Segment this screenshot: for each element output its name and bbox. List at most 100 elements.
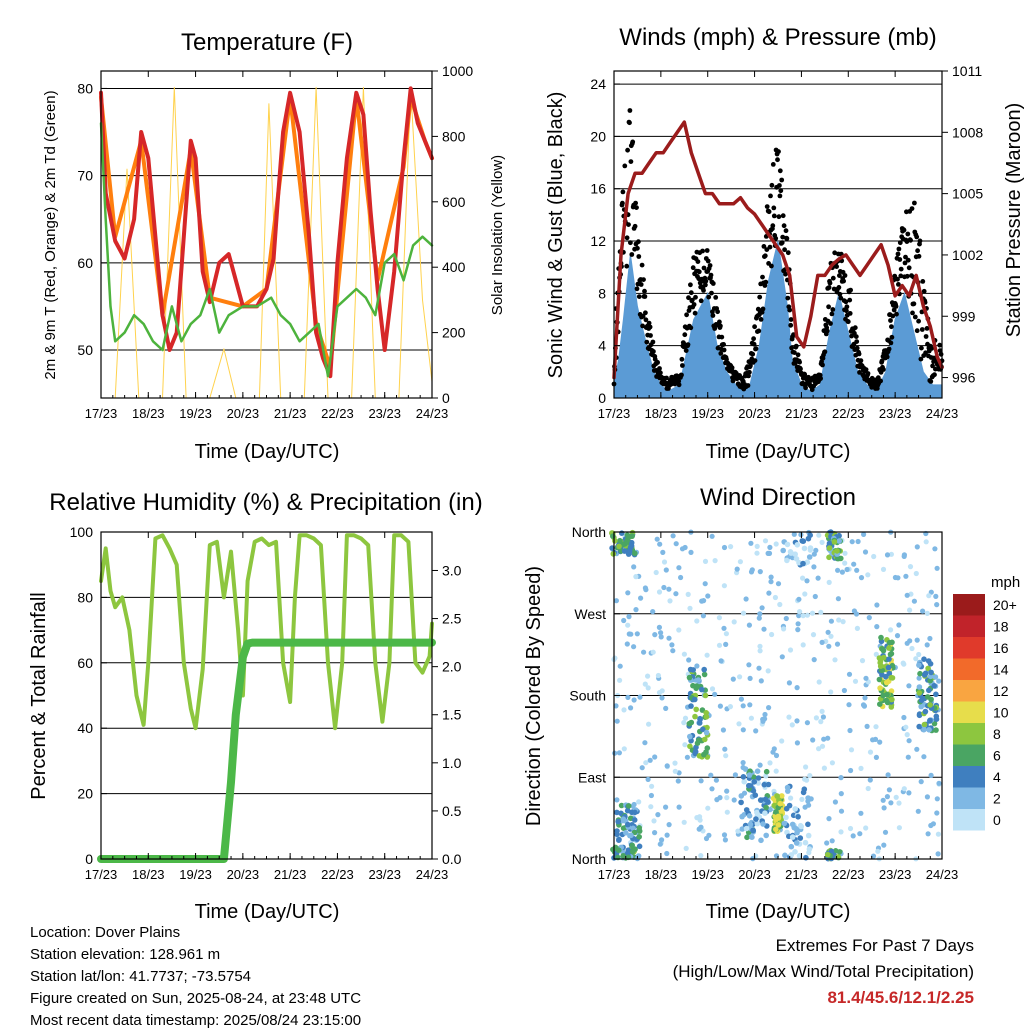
direction-point bbox=[664, 763, 670, 769]
direction-point bbox=[740, 760, 746, 766]
gust-point bbox=[779, 177, 785, 183]
direction-point bbox=[857, 831, 863, 837]
x-tick-label: 17/23 bbox=[598, 406, 631, 421]
direction-point bbox=[819, 743, 826, 749]
gust-point bbox=[626, 222, 631, 228]
direction-point bbox=[846, 702, 852, 708]
direction-point bbox=[781, 820, 788, 827]
x-tick-label: 21/23 bbox=[785, 406, 818, 421]
direction-point bbox=[664, 850, 670, 857]
direction-point bbox=[834, 548, 840, 554]
gust-point bbox=[769, 182, 775, 188]
gust-point bbox=[705, 258, 711, 264]
direction-point bbox=[816, 532, 822, 538]
direction-point bbox=[926, 727, 932, 733]
gust-point bbox=[724, 357, 729, 362]
direction-point bbox=[746, 813, 753, 819]
gust-point bbox=[745, 383, 751, 388]
direction-point bbox=[712, 558, 718, 564]
direction-point bbox=[921, 672, 928, 678]
direction-point bbox=[874, 602, 880, 608]
direction-point bbox=[648, 804, 654, 810]
direction-point bbox=[637, 694, 643, 700]
direction-point bbox=[743, 825, 750, 832]
y2-tick-label: 3.0 bbox=[442, 562, 462, 578]
direction-point bbox=[757, 797, 764, 803]
direction-point bbox=[829, 760, 836, 766]
direction-point bbox=[731, 619, 737, 625]
direction-point bbox=[673, 591, 679, 597]
direction-point bbox=[751, 774, 757, 780]
gust-point bbox=[751, 341, 757, 347]
direction-point bbox=[613, 598, 620, 604]
direction-point bbox=[794, 740, 801, 746]
direction-point bbox=[909, 645, 915, 652]
gust-point bbox=[826, 304, 831, 310]
gust-point bbox=[715, 309, 720, 315]
gust-point bbox=[688, 290, 694, 296]
direction-point bbox=[773, 752, 780, 759]
direction-point bbox=[631, 564, 637, 570]
direction-point bbox=[643, 760, 649, 766]
direction-point bbox=[775, 815, 782, 821]
direction-point bbox=[838, 775, 844, 781]
gust-point bbox=[636, 254, 642, 259]
direction-point bbox=[616, 543, 622, 550]
gust-point bbox=[767, 244, 773, 250]
direction-point bbox=[746, 622, 753, 628]
humidity-gridlines bbox=[101, 531, 432, 860]
direction-point bbox=[765, 550, 771, 557]
direction-point bbox=[873, 651, 879, 658]
direction-point bbox=[797, 835, 804, 841]
direction-point bbox=[933, 691, 939, 698]
direction-point bbox=[821, 765, 828, 771]
direction-point bbox=[925, 831, 931, 837]
x-tick-label: 18/23 bbox=[132, 867, 165, 882]
direction-point bbox=[775, 581, 782, 587]
direction-point bbox=[862, 549, 869, 555]
direction-point bbox=[924, 794, 931, 800]
gust-point bbox=[795, 352, 801, 358]
direction-point bbox=[670, 533, 676, 539]
direction-point bbox=[781, 626, 787, 632]
direction-point bbox=[755, 775, 762, 781]
direction-point bbox=[738, 799, 744, 806]
y2-tick-label: 1000 bbox=[442, 63, 473, 79]
direction-point bbox=[915, 808, 921, 814]
gust-point bbox=[640, 313, 646, 319]
direction-point bbox=[925, 665, 931, 672]
gust-point bbox=[658, 370, 663, 376]
y2-tick-label: 996 bbox=[952, 370, 976, 386]
direction-point bbox=[672, 768, 678, 774]
legend-swatch bbox=[953, 744, 985, 766]
legend-label: 6 bbox=[993, 748, 1001, 764]
y-tick-label: 0 bbox=[85, 851, 93, 867]
gust-point bbox=[888, 340, 894, 346]
direction-point bbox=[761, 781, 768, 788]
direction-point bbox=[801, 545, 808, 552]
direction-point bbox=[876, 655, 883, 661]
gust-point bbox=[830, 275, 836, 281]
direction-point bbox=[883, 679, 890, 686]
humidity-xlabel: Time (Day/UTC) bbox=[195, 901, 340, 923]
gust-point bbox=[679, 372, 684, 378]
direction-point bbox=[810, 632, 817, 638]
direction-point bbox=[709, 533, 715, 539]
station-latlon: Station lat/lon: 41.7737; -73.5754 bbox=[30, 968, 252, 985]
direction-point bbox=[618, 802, 625, 809]
direction-point bbox=[886, 639, 893, 646]
direction-point bbox=[708, 772, 714, 778]
direction-point bbox=[636, 843, 643, 850]
gust-point bbox=[730, 378, 736, 384]
y-tick-label: 24 bbox=[590, 76, 606, 92]
x-tick-label: 20/23 bbox=[738, 406, 771, 421]
direction-point bbox=[709, 786, 715, 792]
direction-point bbox=[816, 679, 822, 685]
direction-point bbox=[757, 643, 763, 649]
gust-point bbox=[701, 288, 706, 293]
gust-point bbox=[771, 205, 777, 211]
direction-point bbox=[664, 832, 670, 838]
gust-point bbox=[916, 318, 921, 324]
gust-point bbox=[708, 272, 714, 278]
